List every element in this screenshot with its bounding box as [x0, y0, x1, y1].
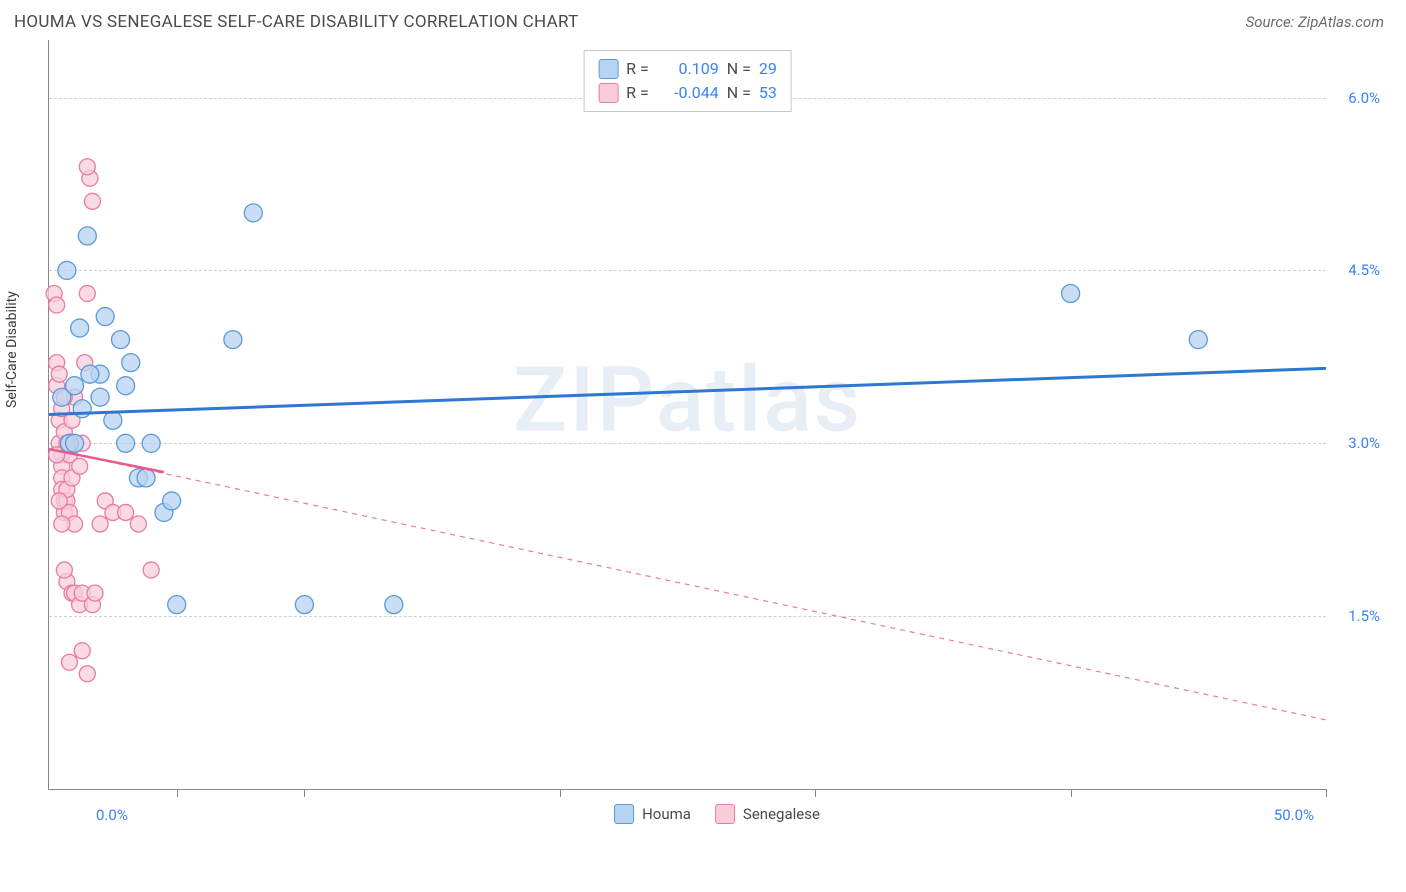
x-axis-min-label: 0.0% — [96, 806, 128, 824]
y-tick-label: 6.0% — [1348, 89, 1380, 107]
legend-item-houma: Houma — [614, 804, 691, 824]
data-point — [96, 308, 114, 326]
legend-label-houma: Houma — [642, 805, 691, 823]
r-label: R = — [626, 81, 649, 105]
data-point — [295, 596, 313, 614]
data-point — [66, 434, 84, 452]
data-point — [1062, 285, 1080, 303]
y-tick-label: 4.5% — [1348, 261, 1380, 279]
data-point — [244, 204, 262, 222]
chart-container: Self-Care Disability ZIPatlas R = 0.109 … — [48, 40, 1386, 830]
data-point — [137, 469, 155, 487]
data-point — [79, 666, 95, 682]
data-point — [112, 331, 130, 349]
series-legend: Houma Senegalese — [614, 804, 820, 824]
data-point — [118, 504, 134, 520]
x-axis-max-label: 50.0% — [1274, 806, 1314, 824]
legend-label-senegalese: Senegalese — [743, 805, 820, 823]
data-point — [168, 596, 186, 614]
houma-swatch-icon — [598, 59, 618, 79]
legend-item-senegalese: Senegalese — [715, 804, 820, 824]
senegalese-swatch-icon — [598, 83, 618, 103]
r-label: R = — [626, 57, 649, 81]
data-point — [87, 585, 103, 601]
y-tick-label: 1.5% — [1348, 607, 1380, 625]
data-point — [81, 365, 99, 383]
chart-title: HOUMA VS SENEGALESE SELF-CARE DISABILITY… — [14, 12, 579, 32]
data-point — [117, 434, 135, 452]
source-attribution: Source: ZipAtlas.com — [1246, 13, 1384, 31]
data-point — [58, 261, 76, 279]
senegalese-swatch-icon — [715, 804, 735, 824]
data-point — [79, 286, 95, 302]
data-point — [73, 400, 91, 418]
houma-swatch-icon — [614, 804, 634, 824]
data-point — [142, 434, 160, 452]
data-point — [1189, 331, 1207, 349]
data-point — [117, 377, 135, 395]
data-point — [122, 354, 140, 372]
data-point — [66, 377, 84, 395]
data-point — [224, 331, 242, 349]
data-point — [143, 562, 159, 578]
data-point — [61, 654, 77, 670]
scatter-plot-svg — [49, 40, 1326, 789]
data-point — [51, 493, 67, 509]
data-point — [84, 193, 100, 209]
data-point — [78, 227, 96, 245]
data-point — [56, 562, 72, 578]
data-point — [385, 596, 403, 614]
stats-row-houma: R = 0.109 N = 29 — [598, 57, 777, 81]
stats-row-senegalese: R = -0.044 N = 53 — [598, 81, 777, 105]
data-point — [49, 297, 65, 313]
data-point — [92, 516, 108, 532]
data-point — [91, 388, 109, 406]
data-point — [72, 458, 88, 474]
data-point — [104, 411, 122, 429]
y-tick-label: 3.0% — [1348, 434, 1380, 452]
correlation-stats-box: R = 0.109 N = 29 R = -0.044 N = 53 — [583, 50, 792, 112]
n-value-houma: 29 — [759, 57, 777, 81]
n-label: N = — [727, 81, 751, 105]
y-axis-label: Self-Care Disability — [4, 291, 20, 408]
data-point — [74, 643, 90, 659]
data-point — [163, 492, 181, 510]
r-value-senegalese: -0.044 — [657, 81, 719, 105]
r-value-houma: 0.109 — [657, 57, 719, 81]
n-value-senegalese: 53 — [759, 81, 777, 105]
data-point — [79, 159, 95, 175]
data-point — [51, 366, 67, 382]
data-point — [71, 319, 89, 337]
chart-header: HOUMA VS SENEGALESE SELF-CARE DISABILITY… — [0, 0, 1406, 40]
trend-line — [49, 368, 1326, 414]
data-point — [54, 516, 70, 532]
plot-area: ZIPatlas R = 0.109 N = 29 R = -0.044 N =… — [48, 40, 1326, 790]
data-point — [130, 516, 146, 532]
n-label: N = — [727, 57, 751, 81]
trend-line — [49, 449, 1326, 720]
